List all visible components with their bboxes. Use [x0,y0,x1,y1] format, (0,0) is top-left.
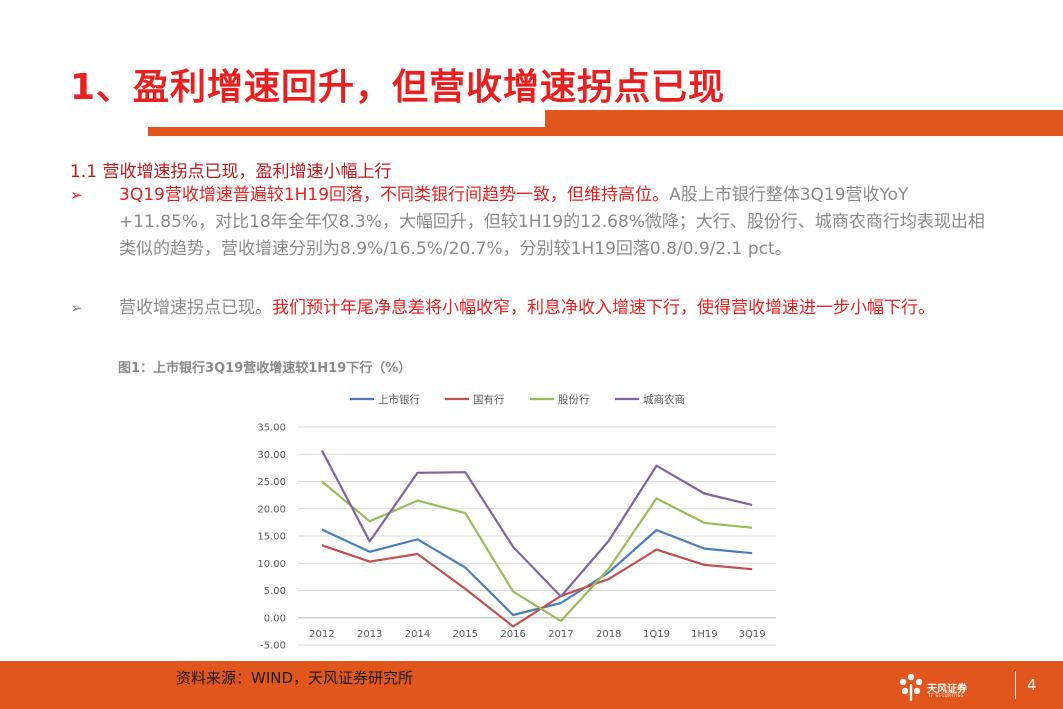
y-tick-label: 25.00 [257,477,286,488]
y-tick-label: 30.00 [257,450,286,461]
bullet-arrow-icon: ➢ [70,186,83,204]
legend-label: 股份行 [558,393,590,406]
legend-label: 国有行 [473,393,505,406]
bullet-arrow-icon: ➢ [70,299,83,317]
x-tick-label: 2018 [596,629,621,640]
y-tick-label: 35.00 [257,423,286,434]
y-tick-label: 5.00 [264,586,286,597]
figure-caption: 图1：上市银行3Q19营收增速较1H19下行（%） [118,361,412,376]
legend-label: 城商农商 [643,393,685,406]
x-tick-label: 1Q19 [643,629,670,640]
x-tick-label: 3Q19 [739,629,766,640]
x-tick-label: 2017 [548,629,573,640]
x-tick-label: 2012 [309,629,334,640]
line-chart: 35.00 30.00 25.00 20.00 15.00 10.00 5.00 0.00 -5… [257,393,776,652]
y-tick-label: 15.00 [257,532,286,543]
x-tick-label: 2013 [357,629,382,640]
bullet-1-highlight: 3Q19营收增速普遍较1H19回落，不同类银行间趋势一致，但维持高位。 [119,185,670,205]
y-tick-label: -5.00 [260,641,286,652]
logo-name: 天风证券 [927,684,967,695]
bullet-2: ➢ 营收增速拐点已现。我们预计年尾净息差将小幅收窄，利息净收入增速下行，使得营收… [70,295,990,322]
y-tick-label: 0.00 [264,613,286,624]
bullet-2-text: 营收增速拐点已现。我们预计年尾净息差将小幅收窄，利息净收入增速下行，使得营收增速… [119,295,990,322]
y-tick-label: 10.00 [257,559,286,570]
footer-divider [1015,671,1016,699]
legend-label: 上市银行 [378,393,420,406]
series-line-1 [321,528,753,617]
section-subheading: 1.1 营收增速拐点已现，盈利增速小幅上行 [70,162,392,182]
x-tick-label: 2016 [500,629,525,640]
x-tick-label: 2014 [405,629,430,640]
footer-bar [0,661,1063,709]
title-underline-bar [148,127,1063,136]
series-line-4 [320,449,753,598]
y-tick-label: 20.00 [257,504,286,515]
bullet-2-highlight: 我们预计年尾净息差将小幅收窄，利息净收入增速下行，使得营收增速进一步小幅下行。 [272,298,935,318]
page-number: 4 [1027,676,1037,694]
page-title: 1、盈利增速回升，但营收增速拐点已现 [70,67,726,108]
x-tick-label: 2015 [453,629,478,640]
bullet-1-text: 3Q19营收增速普遍较1H19回落，不同类银行间趋势一致，但维持高位。A股上市银… [119,182,990,263]
series-line-2 [321,544,753,628]
logo-subtext: TF SECURITIES [928,693,964,698]
bullet-2-lead: 营收增速拐点已现。 [119,298,272,318]
bullet-1-body: A股上市银行整体3Q19营收YoY +11.85%，对比18年全年仅8.3%，大… [119,185,985,259]
source-note: 资料来源：WIND，天风证券研究所 [176,669,414,687]
bullet-1: ➢ 3Q19营收增速普遍较1H19回落，不同类银行间趋势一致，但维持高位。A股上… [70,182,990,263]
title-accent-bar [545,110,1063,127]
series-line-3 [321,480,753,623]
tf-logo-icon [899,673,923,701]
x-tick-label: 1H19 [691,629,718,640]
